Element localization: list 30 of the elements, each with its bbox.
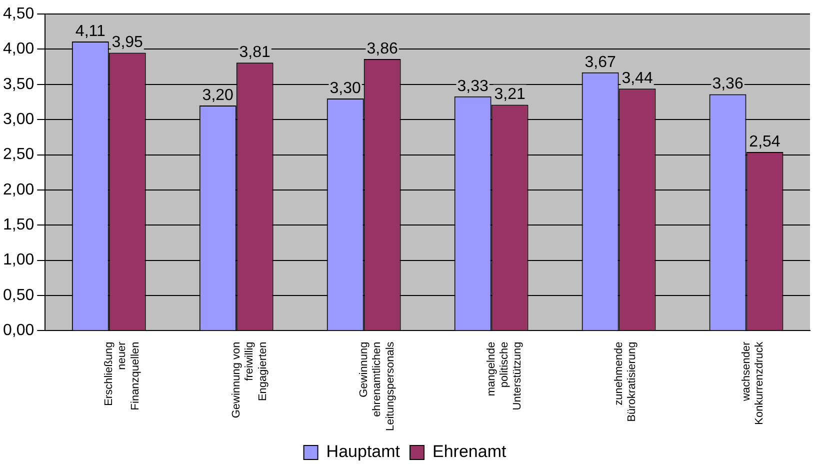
x-tick-label: zunehmende Bürokratisierung bbox=[612, 342, 638, 422]
y-tick-label: 2,50 bbox=[3, 146, 34, 164]
data-label: 3,67 bbox=[584, 54, 616, 71]
y-tick-label: 3,00 bbox=[3, 110, 34, 128]
y-tick-label: 4,00 bbox=[3, 40, 34, 58]
data-label: 3,30 bbox=[330, 80, 362, 97]
data-label: 4,11 bbox=[75, 22, 106, 40]
y-tick-label: 4,50 bbox=[3, 5, 34, 22]
data-label: 3,21 bbox=[494, 86, 526, 104]
data-label: 3,20 bbox=[202, 86, 234, 104]
data-label: 3,95 bbox=[112, 34, 144, 52]
x-tick-label: Gewinnung ehrenamtlichen Leitungspersonals bbox=[358, 341, 396, 432]
y-tick-label: 1,50 bbox=[3, 216, 34, 234]
data-label: 2,54 bbox=[749, 133, 780, 150]
y-tick-label: 2,00 bbox=[3, 181, 34, 198]
y-tick-label: 0,00 bbox=[3, 322, 34, 340]
legend-label: Hauptamt bbox=[326, 442, 400, 462]
x-tick-label: Erschließung neuer Finanzquellen bbox=[102, 341, 142, 410]
data-label: 3,86 bbox=[366, 40, 398, 58]
x-tick-label: Gewinnung von freiwillig Engagierten bbox=[230, 342, 269, 418]
data-label: 3,33 bbox=[457, 78, 488, 95]
y-tick-label: 0,50 bbox=[3, 286, 34, 304]
data-label: 3,81 bbox=[239, 44, 271, 61]
legend-label: Ehrenamt bbox=[432, 442, 506, 462]
data-label: 3,36 bbox=[712, 76, 744, 93]
y-tick-label: 1,00 bbox=[3, 252, 34, 269]
y-tick-label: 3,50 bbox=[3, 76, 34, 93]
x-tick-label: mangelnde politische Unterstützung bbox=[485, 342, 524, 410]
x-tick-label: wachsender Konkurrenzdruck bbox=[740, 341, 766, 425]
data-label: 3,44 bbox=[622, 70, 653, 88]
